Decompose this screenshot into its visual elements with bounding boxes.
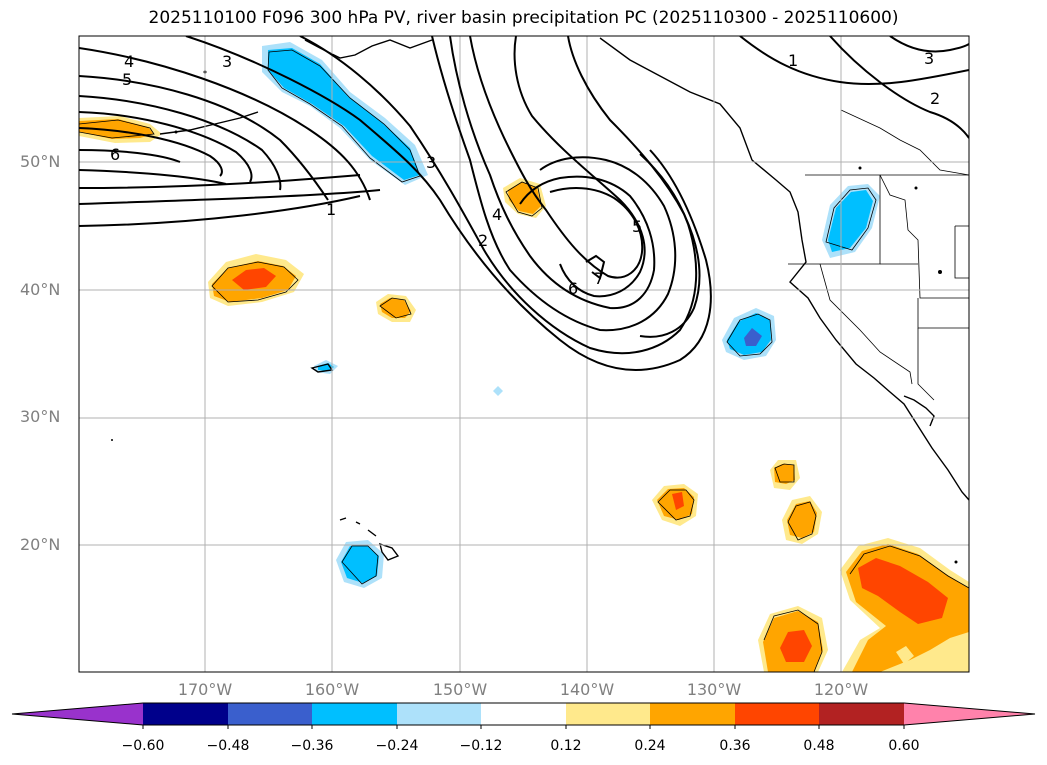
colorbar-segment bbox=[228, 703, 312, 725]
lat-label: 20°N bbox=[20, 535, 61, 554]
contour-labels: 4 5 6 3 1 3 4 2 5 6 7 1 3 2 bbox=[110, 49, 940, 298]
colorbar-segment bbox=[397, 703, 481, 725]
map-title: 2025110100 F096 300 hPa PV, river basin … bbox=[148, 8, 899, 28]
colorbar-tick-label: −0.60 bbox=[121, 738, 165, 754]
lat-label: 50°N bbox=[20, 152, 61, 171]
lon-label: 160°W bbox=[304, 680, 360, 699]
contour-label: 2 bbox=[930, 89, 940, 108]
contour-label: 1 bbox=[788, 51, 798, 70]
lon-label: 150°W bbox=[432, 680, 488, 699]
contour-label: 3 bbox=[426, 153, 436, 172]
plot-frame bbox=[78, 35, 970, 673]
colorbar-tick-label: 0.60 bbox=[888, 738, 920, 754]
precip-shading bbox=[79, 42, 969, 672]
colorbar-extend-high bbox=[904, 703, 1035, 725]
colorbar-segment bbox=[819, 703, 904, 725]
map-plot-area: 4 5 6 3 1 3 4 2 5 6 7 1 3 2 bbox=[79, 36, 969, 672]
colorbar bbox=[11, 702, 1036, 729]
lat-label: 30°N bbox=[20, 407, 61, 426]
colorbar-tick-label: 0.36 bbox=[719, 738, 751, 754]
colorbar-segment bbox=[650, 703, 735, 725]
colorbar-tick-label: 0.12 bbox=[550, 738, 582, 754]
lon-label: 120°W bbox=[813, 680, 869, 699]
contour-label: 6 bbox=[568, 279, 578, 298]
pv-contours bbox=[79, 36, 969, 371]
contour-label: 6 bbox=[110, 145, 120, 164]
colorbar-segment bbox=[312, 703, 397, 725]
gridlines bbox=[79, 36, 969, 672]
coastlines bbox=[159, 37, 969, 561]
contour-label: 3 bbox=[924, 49, 934, 68]
colorbar-tick-label: 0.48 bbox=[803, 738, 835, 754]
colorbar-segment bbox=[481, 703, 566, 725]
lon-label: 170°W bbox=[177, 680, 233, 699]
islands bbox=[111, 70, 958, 564]
contour-label: 2 bbox=[478, 231, 488, 250]
contour-label: 3 bbox=[222, 52, 232, 71]
lon-label: 130°W bbox=[686, 680, 742, 699]
contour-label: 5 bbox=[122, 70, 132, 89]
colorbar-tick-label: −0.24 bbox=[375, 738, 419, 754]
contour-label: 4 bbox=[492, 205, 502, 224]
lat-label: 40°N bbox=[20, 280, 61, 299]
colorbar-tick-label: −0.36 bbox=[290, 738, 334, 754]
lon-label: 140°W bbox=[559, 680, 615, 699]
colorbar-segment bbox=[735, 703, 819, 725]
contour-label: 7 bbox=[594, 269, 604, 288]
contour-label: 5 bbox=[632, 217, 642, 236]
borders bbox=[788, 36, 969, 401]
colorbar-extend-low bbox=[12, 703, 143, 725]
precip-outlines bbox=[79, 49, 969, 672]
contour-label: 4 bbox=[124, 52, 134, 71]
colorbar-tick-label: 0.24 bbox=[634, 738, 666, 754]
colorbar-segment bbox=[566, 703, 650, 725]
colorbar-tick-label: −0.48 bbox=[206, 738, 250, 754]
contour-label: 1 bbox=[326, 200, 336, 219]
colorbar-tick-label: −0.12 bbox=[459, 738, 503, 754]
colorbar-segment bbox=[143, 703, 228, 725]
